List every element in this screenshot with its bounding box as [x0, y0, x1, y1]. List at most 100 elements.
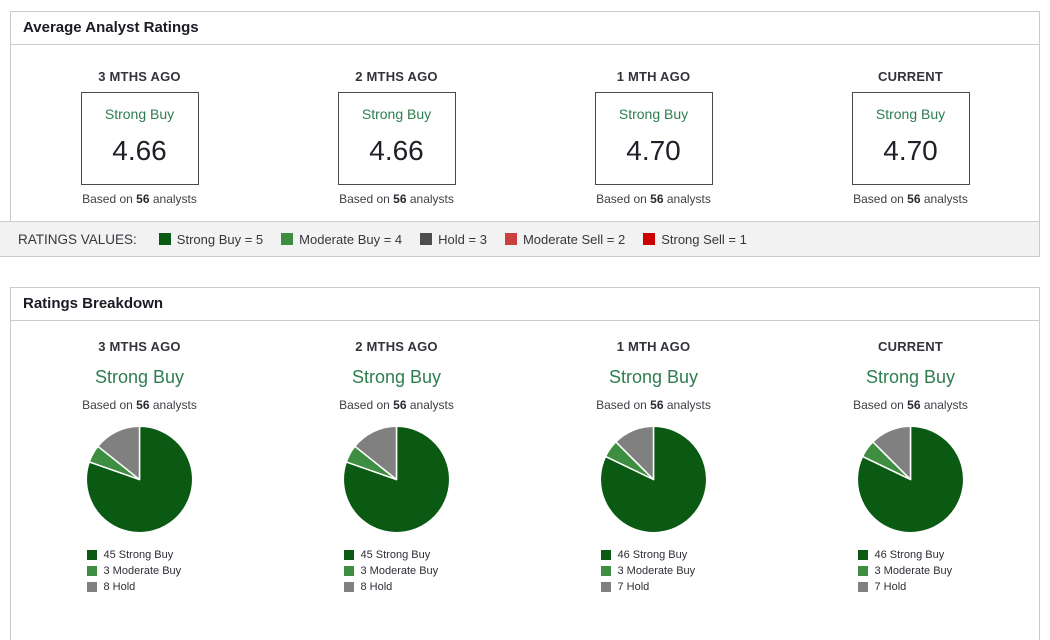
legend-item: Moderate Buy = 4 [281, 232, 402, 247]
rating-label: Strong Buy [104, 106, 175, 122]
rating-value: 4.66 [112, 135, 167, 166]
pie-legend-label: 45 Strong Buy [360, 549, 431, 561]
rating-value: 4.66 [369, 135, 424, 166]
pie-legend-label: 7 Hold [874, 581, 907, 593]
rating-label: Strong Buy [875, 106, 946, 122]
panel-title: Average Analyst Ratings [11, 12, 1039, 45]
pie-legend-row: 46 Strong Buy [857, 549, 964, 561]
pie-legend-label: 46 Strong Buy [617, 549, 688, 561]
pie-legend: 46 Strong Buy 3 Moderate Buy 7 Hold [857, 549, 964, 597]
pie-legend: 45 Strong Buy 3 Moderate Buy 8 Hold [86, 549, 193, 597]
period-label: CURRENT [878, 69, 943, 84]
rating-label: Strong Buy [618, 106, 689, 122]
analysts-count: 56 [393, 192, 407, 206]
rating-column: 3 MTHS AGO Strong Buy 4.66 Based on 56 a… [11, 69, 268, 206]
legend-item: Hold = 3 [420, 232, 487, 247]
pie-legend-label: 45 Strong Buy [103, 549, 174, 561]
strong-buy-swatch-icon [86, 550, 97, 560]
analysts-note: Based on 56 analysts [82, 192, 197, 206]
ratings-breakdown-content: 3 MTHS AGO Strong Buy Based on 56 analys… [11, 321, 1039, 640]
breakdown-column: 1 MTH AGO Strong Buy Based on 56 analyst… [525, 339, 782, 640]
pie-legend-label: 8 Hold [360, 581, 393, 593]
analysts-count: 56 [907, 398, 921, 412]
panel-ratings-breakdown: Ratings Breakdown 3 MTHS AGO Strong Buy … [10, 287, 1040, 640]
period-label: 2 MTHS AGO [355, 69, 438, 84]
pie-legend: 45 Strong Buy 3 Moderate Buy 8 Hold [343, 549, 450, 597]
analysts-count: 56 [136, 192, 150, 206]
legend-item-label: Strong Buy = 5 [176, 231, 264, 247]
strong-buy-swatch-icon [343, 550, 354, 560]
pie-chart [856, 425, 965, 534]
pie-legend-row: 3 Moderate Buy [86, 565, 193, 577]
panel-title: Ratings Breakdown [11, 288, 1039, 321]
strong-buy-swatch-icon [857, 550, 868, 560]
pie-chart [85, 425, 194, 534]
pie-legend-row: 46 Strong Buy [600, 549, 707, 561]
rating-label: Strong Buy [351, 367, 442, 387]
panel-average-ratings: Average Analyst Ratings 3 MTHS AGO Stron… [10, 11, 1040, 221]
analysts-note: Based on 56 analysts [339, 398, 454, 412]
rating-label: Strong Buy [865, 367, 956, 387]
pie-legend-row: 45 Strong Buy [343, 549, 450, 561]
moderate-buy-swatch-icon [281, 233, 294, 245]
moderate-buy-swatch-icon [343, 566, 354, 576]
pie-legend-label: 3 Moderate Buy [874, 565, 953, 577]
pie-legend-row: 8 Hold [343, 581, 450, 593]
analysts-count: 56 [393, 398, 407, 412]
hold-swatch-icon [420, 233, 433, 245]
pie-legend-row: 45 Strong Buy [86, 549, 193, 561]
legend-item-label: Strong Sell = 1 [661, 231, 747, 247]
breakdown-column: CURRENT Strong Buy Based on 56 analysts … [782, 339, 1039, 640]
pie-chart [342, 425, 451, 534]
strong-buy-swatch-icon [600, 550, 611, 560]
analysts-count: 56 [907, 192, 921, 206]
breakdown-column: 3 MTHS AGO Strong Buy Based on 56 analys… [11, 339, 268, 640]
analysts-note: Based on 56 analysts [82, 398, 197, 412]
moderate-buy-swatch-icon [600, 566, 611, 576]
period-label: 3 MTHS AGO [98, 69, 181, 84]
legend-item: Strong Sell = 1 [643, 232, 747, 247]
moderate-sell-swatch-icon [504, 233, 517, 245]
rating-box: Strong Buy 4.70 [851, 92, 970, 185]
legend-item: Strong Buy = 5 [158, 231, 264, 247]
analysts-count: 56 [650, 398, 664, 412]
pie-legend-row: 8 Hold [86, 581, 193, 593]
legend-item: Moderate Sell = 2 [504, 231, 626, 247]
legend-item-label: Moderate Sell = 2 [522, 231, 626, 247]
pie-legend-row: 3 Moderate Buy [343, 565, 450, 577]
strong-sell-swatch-icon [643, 233, 656, 245]
analysts-count: 56 [650, 192, 664, 206]
period-label: CURRENT [878, 339, 943, 354]
pie-legend-row: 3 Moderate Buy [600, 565, 707, 577]
period-label: 1 MTH AGO [616, 69, 691, 84]
strong-buy-swatch-icon [158, 233, 171, 245]
analysts-note: Based on 56 analysts [596, 398, 711, 412]
pie-legend-row: 3 Moderate Buy [857, 565, 964, 577]
pie-chart [599, 425, 708, 534]
rating-column: CURRENT Strong Buy 4.70 Based on 56 anal… [782, 69, 1039, 206]
pie-legend-label: 3 Moderate Buy [617, 565, 696, 577]
rating-column: 2 MTHS AGO Strong Buy 4.66 Based on 56 a… [268, 69, 525, 206]
pie-legend: 46 Strong Buy 3 Moderate Buy 7 Hold [600, 549, 707, 597]
ratings-values-label: RATINGS VALUES: [18, 231, 137, 247]
moderate-buy-swatch-icon [86, 566, 97, 576]
hold-swatch-icon [86, 582, 97, 592]
pie-legend-label: 46 Strong Buy [874, 549, 945, 561]
pie-legend-label: 7 Hold [617, 581, 650, 593]
average-ratings-content: 3 MTHS AGO Strong Buy 4.66 Based on 56 a… [11, 45, 1039, 221]
analysts-note: Based on 56 analysts [339, 192, 454, 206]
hold-swatch-icon [600, 582, 611, 592]
pie-legend-row: 7 Hold [600, 581, 707, 593]
rating-label: Strong Buy [361, 106, 432, 122]
hold-swatch-icon [857, 582, 868, 592]
ratings-values-bar: RATINGS VALUES: Strong Buy = 5 Moderate … [0, 221, 1040, 257]
rating-value: 4.70 [883, 135, 938, 166]
rating-label: Strong Buy [608, 367, 699, 387]
period-label: 3 MTHS AGO [98, 339, 181, 354]
period-label: 2 MTHS AGO [355, 339, 438, 354]
analysts-note: Based on 56 analysts [853, 398, 968, 412]
pie-legend-label: 3 Moderate Buy [360, 565, 439, 577]
period-label: 1 MTH AGO [616, 339, 691, 354]
legend-item-label: Moderate Buy = 4 [299, 231, 403, 247]
rating-box: Strong Buy 4.66 [337, 92, 456, 185]
